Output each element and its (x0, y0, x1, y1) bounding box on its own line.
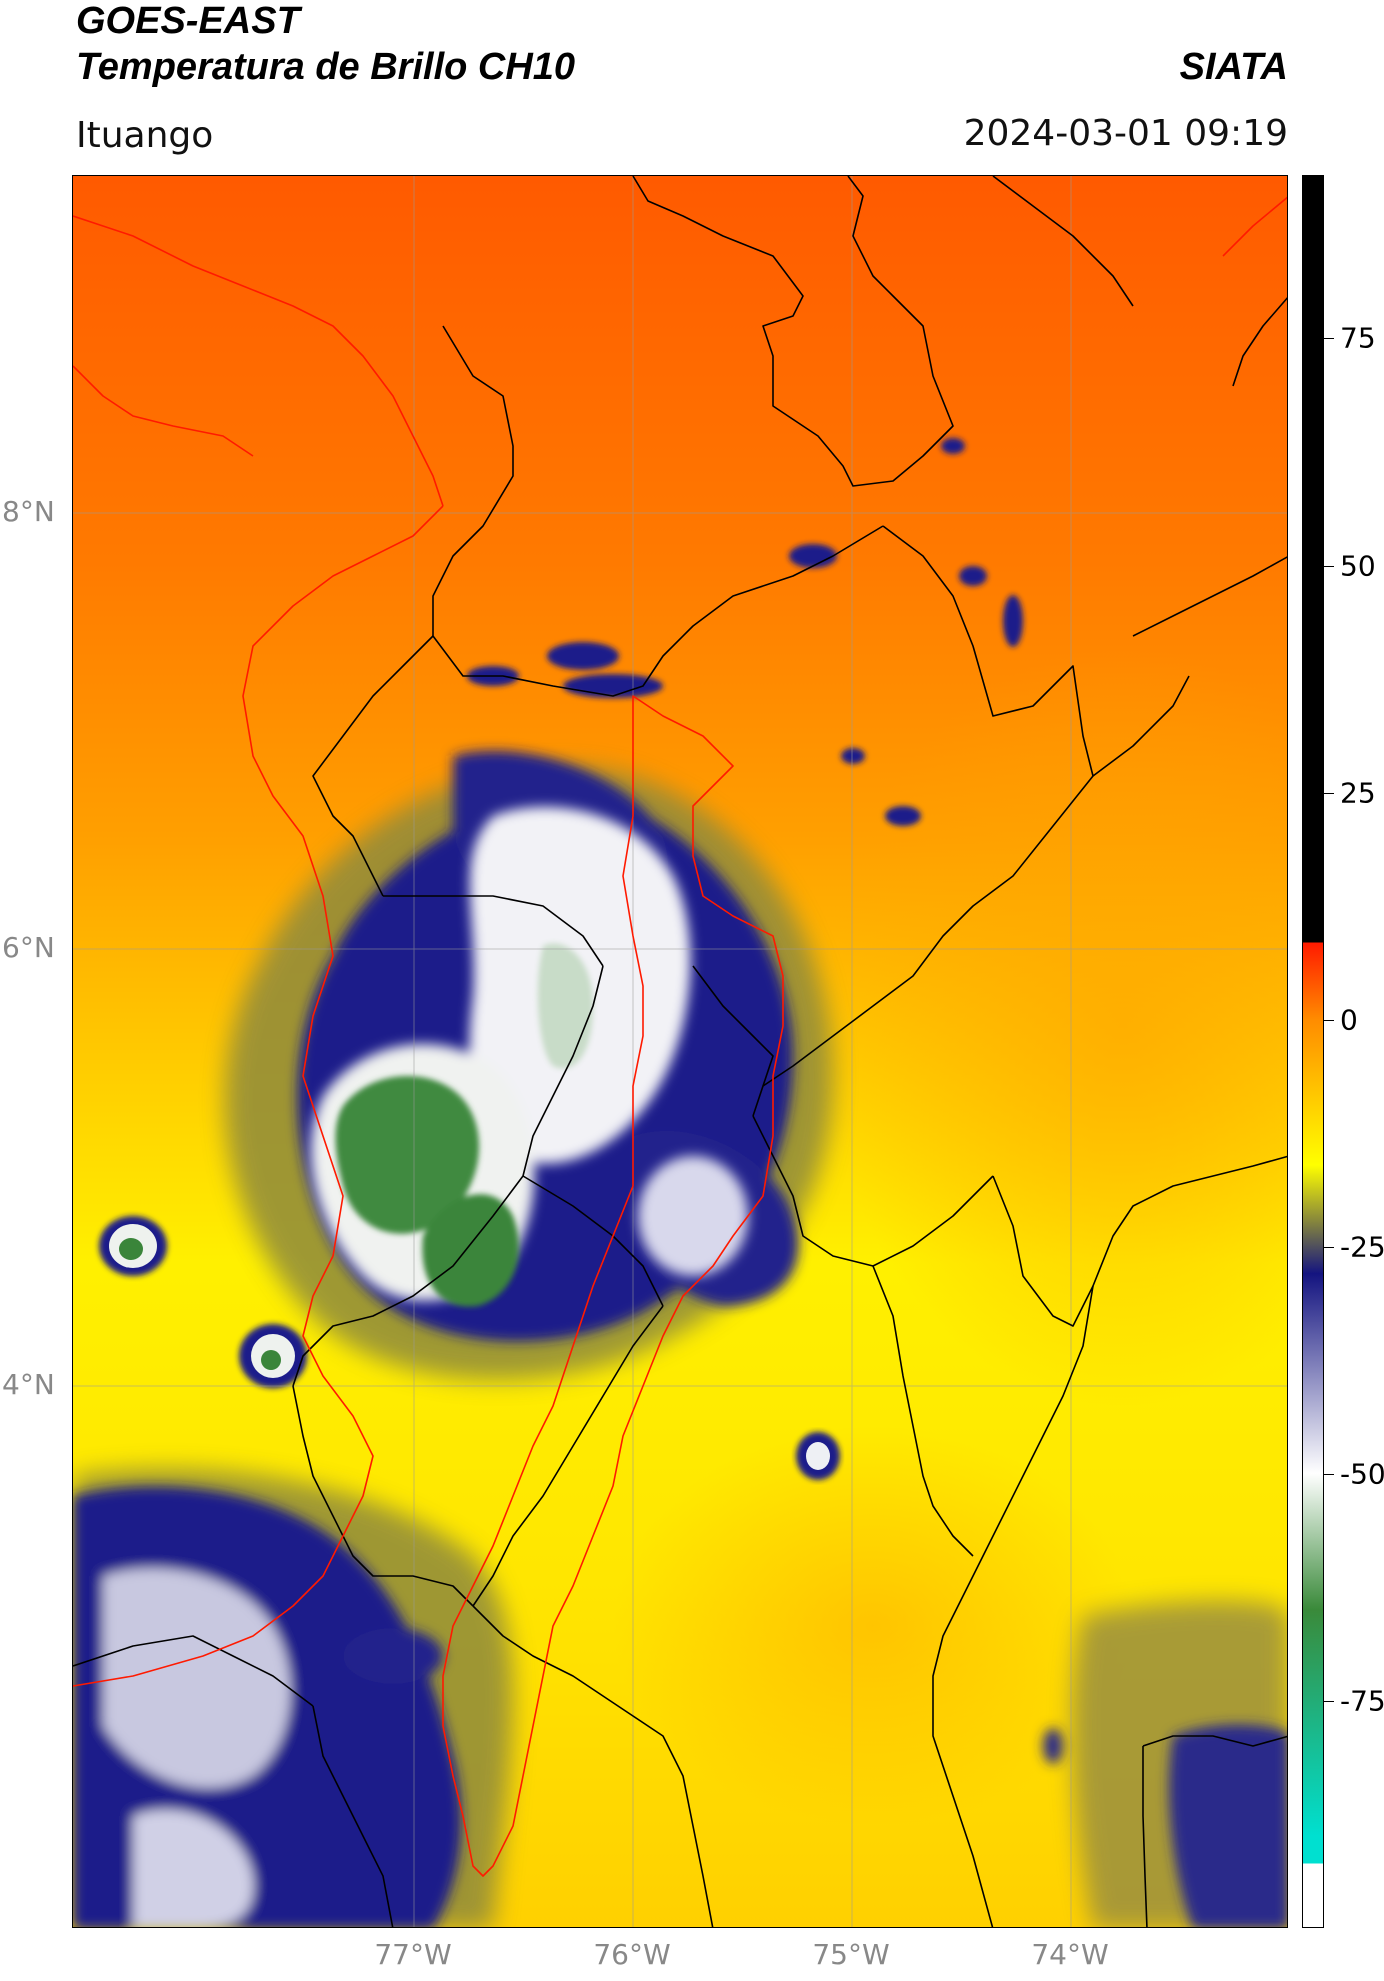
lon-label-74w: 74°W (1031, 1938, 1109, 1971)
colorbar-tick (1324, 1473, 1334, 1475)
colorbar-tick (1324, 1246, 1334, 1248)
lon-label-77w: 77°W (374, 1938, 452, 1971)
location-label: Ituango (76, 115, 214, 156)
title-product: Temperatura de Brillo CH10 (76, 46, 576, 88)
colorbar-tick (1324, 1019, 1334, 1021)
colorbar-tick (1324, 792, 1334, 794)
colorbar-tick-label: -75 (1340, 1684, 1384, 1718)
brightness-temperature-map (72, 175, 1288, 1928)
colorbar-tick (1324, 565, 1334, 567)
lon-label-75w: 75°W (812, 1938, 890, 1971)
admin-boundaries (73, 176, 1287, 1927)
colorbar-tick-label: 25 (1340, 776, 1376, 810)
colorbar-tick-label: 75 (1340, 321, 1376, 355)
southeast-cloud-area (1043, 1724, 1287, 1927)
lat-label-6n: 6°N (2, 931, 55, 964)
datetime-label: 2024-03-01 09:19 (963, 113, 1288, 154)
colorbar-tick (1324, 1700, 1334, 1702)
lon-label-76w: 76°W (593, 1938, 671, 1971)
colorbar-tick-label: -50 (1340, 1457, 1384, 1491)
southwest-cloud-area (73, 1486, 462, 1927)
colorbar-tick (1324, 338, 1334, 340)
colorbar-tick-label: 50 (1340, 549, 1376, 583)
map-canvas (73, 176, 1287, 1927)
graticule (73, 176, 1287, 1927)
colorbar-tick-label: -25 (1340, 1230, 1384, 1264)
cloud-core-green (335, 943, 593, 1307)
isolated-cells (99, 1216, 840, 1480)
brand-label: SIATA (1179, 46, 1288, 88)
lat-label-4n: 4°N (2, 1368, 55, 1401)
temperature-colorbar (1302, 175, 1324, 1928)
lat-label-8n: 8°N (2, 495, 55, 528)
title-satellite: GOES-EAST (76, 0, 300, 42)
colorbar-tick-label: 0 (1340, 1003, 1358, 1037)
red-boundaries (73, 196, 1287, 1877)
